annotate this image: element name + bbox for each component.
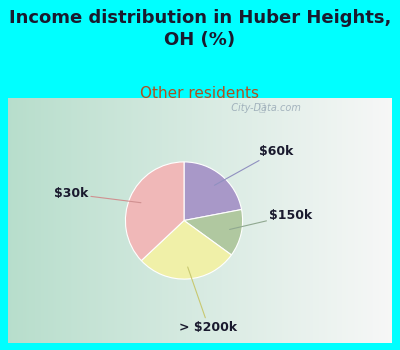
Text: Other residents: Other residents [140,86,260,101]
Wedge shape [141,220,232,279]
Text: > $200k: > $200k [180,267,238,334]
Wedge shape [126,162,184,261]
Wedge shape [184,210,243,255]
Text: Income distribution in Huber Heights,
OH (%): Income distribution in Huber Heights, OH… [9,9,391,49]
Text: $60k: $60k [214,145,293,185]
Wedge shape [184,162,242,220]
Text: $150k: $150k [230,209,312,230]
Text: ⓘ: ⓘ [258,103,265,113]
Text: $30k: $30k [54,187,141,203]
Text: City-Data.com: City-Data.com [225,103,301,113]
